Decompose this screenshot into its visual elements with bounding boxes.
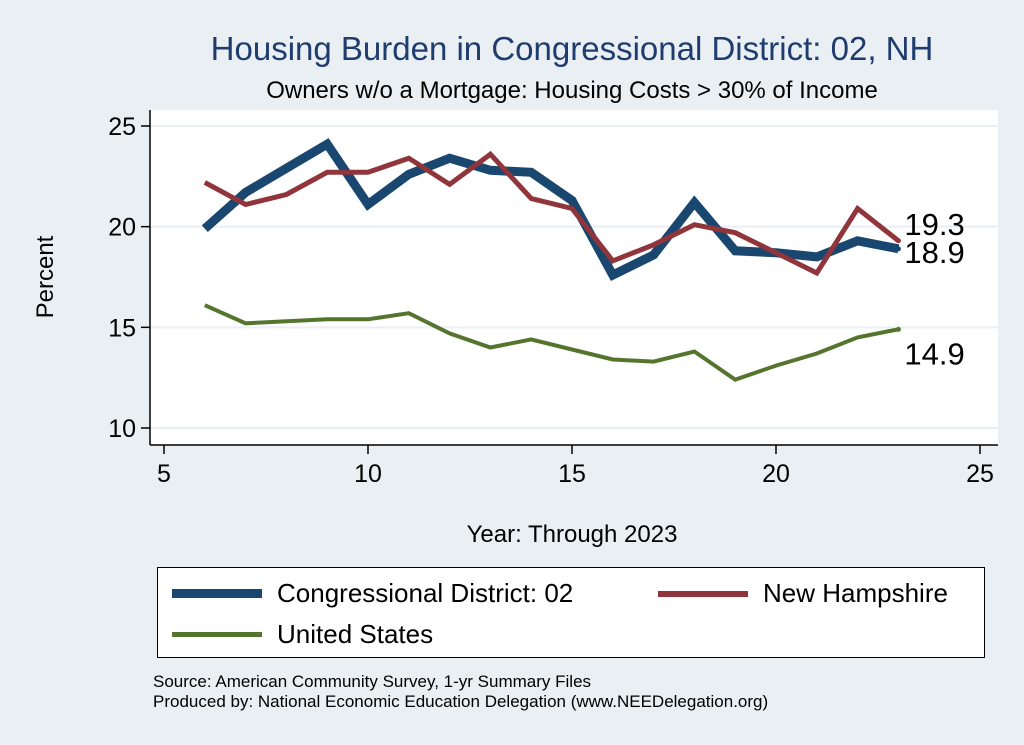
- y-axis-title: Percent: [32, 235, 59, 318]
- chart-title: Housing Burden in Congressional District…: [211, 30, 934, 67]
- series-end-point-1: [895, 238, 901, 244]
- legend-item-congressional-district: Congressional District: 02: [172, 578, 573, 609]
- series-line-1: [203, 150, 900, 277]
- x-tick-label: 15: [558, 460, 586, 488]
- line-chart: Housing Burden in Congressional District…: [32, 30, 998, 548]
- series-end-point-0: [895, 246, 901, 252]
- legend-item-new-hampshire: New Hampshire: [658, 578, 948, 609]
- end-label-2: 14.9: [904, 336, 964, 371]
- end-labels: 18.919.3 14.9: [904, 207, 964, 372]
- legend-swatch: [172, 632, 262, 637]
- x-tick-label: 20: [762, 460, 790, 488]
- end-label-0: 18.9: [904, 235, 964, 270]
- chart-subtitle: Owners w/o a Mortgage: Housing Costs > 3…: [266, 77, 878, 104]
- y-tick-label: 10: [108, 415, 136, 443]
- x-tick-label: 25: [966, 460, 994, 488]
- legend-label: Congressional District: 02: [277, 578, 574, 608]
- legend-swatch: [172, 589, 262, 598]
- x-tick-label: 10: [354, 460, 382, 488]
- series-end-point-2: [895, 326, 901, 332]
- legend-label: United States: [277, 619, 434, 649]
- axes: [141, 110, 998, 454]
- legend: Congressional District: 02 New Hampshire…: [157, 567, 985, 658]
- grid-lines: [150, 125, 998, 429]
- producer-note: Produced by: National Economic Education…: [153, 692, 769, 711]
- source-note: Source: American Community Survey, 1-yr …: [153, 672, 592, 691]
- plot-area: [150, 110, 998, 445]
- legend-swatch: [658, 590, 748, 597]
- x-tick-label: 5: [157, 460, 171, 488]
- y-tick-label: 25: [108, 113, 136, 141]
- legend-label: New Hampshire: [763, 578, 948, 608]
- legend-item-united-states: United States: [172, 619, 433, 650]
- end-label-1: 19.3: [904, 207, 964, 242]
- series-lines: [201, 138, 901, 382]
- y-tick-label: 15: [108, 314, 136, 342]
- series-line-2: [203, 303, 899, 382]
- tick-labels: 10 15 20 25 5 10 15 20 25: [108, 113, 994, 488]
- x-axis-title: Year: Through 2023: [467, 521, 678, 548]
- y-tick-label: 20: [108, 214, 136, 242]
